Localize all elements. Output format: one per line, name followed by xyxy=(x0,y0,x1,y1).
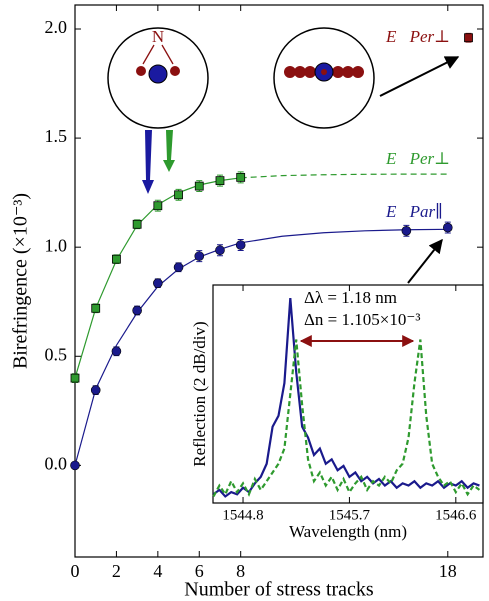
marker xyxy=(90,385,101,395)
fiber-diagrams xyxy=(107,27,460,284)
marker xyxy=(464,33,473,43)
marker xyxy=(70,460,80,471)
marker xyxy=(91,303,101,313)
marker xyxy=(70,373,80,383)
x-tick-label: 1546.6 xyxy=(435,507,477,523)
x-axis-label: Number of stress tracks xyxy=(184,579,374,601)
marker xyxy=(215,176,225,186)
series-label: E⃗Per⊥ xyxy=(385,27,450,46)
plot-frame xyxy=(212,284,484,504)
marker xyxy=(442,222,453,233)
marker xyxy=(132,219,142,229)
fit-line xyxy=(240,173,448,179)
y-tick-label: 0.0 xyxy=(45,453,68,473)
marker xyxy=(173,262,184,273)
y-tick-label: 0.5 xyxy=(45,344,68,364)
plot-frame xyxy=(74,4,484,558)
annotation: Δn = 1.105×10⁻³ xyxy=(304,310,420,329)
y-tick-label: 1.5 xyxy=(45,126,68,146)
marker xyxy=(153,201,163,211)
annotation: N xyxy=(152,27,164,46)
y-axis-label: Birefringence (×10⁻³) xyxy=(10,193,32,369)
marker xyxy=(174,190,183,200)
marker xyxy=(153,278,163,288)
marker xyxy=(215,245,225,256)
x-axis-label: Wavelength (nm) xyxy=(289,522,407,541)
marker xyxy=(112,254,121,264)
x-tick-label: 4 xyxy=(153,561,162,581)
spectrum-line xyxy=(212,297,480,498)
x-tick-label: 2 xyxy=(112,561,121,581)
x-tick-label: 8 xyxy=(236,561,245,581)
x-tick-label: 0 xyxy=(71,561,80,581)
fit-line xyxy=(74,228,448,466)
x-tick-label: 1544.8 xyxy=(222,507,263,523)
marker xyxy=(132,305,142,316)
y-tick-label: 1.0 xyxy=(45,235,68,255)
series-label: E⃗Par∥ xyxy=(385,202,443,221)
marker xyxy=(194,181,204,191)
marker xyxy=(401,226,412,236)
series-label: E⃗Per⊥ xyxy=(385,149,450,168)
y-axis-label: Reflection (2 dB/div) xyxy=(190,321,209,466)
y-tick-label: 2.0 xyxy=(45,17,68,37)
marker xyxy=(235,240,246,250)
x-tick-label: 1545.7 xyxy=(329,507,371,523)
x-tick-label: 18 xyxy=(439,561,457,581)
x-tick-label: 6 xyxy=(195,561,204,581)
marker xyxy=(194,251,205,261)
marker xyxy=(111,346,122,357)
annotation: Δλ = 1.18 nm xyxy=(304,288,397,307)
marker xyxy=(236,172,246,182)
